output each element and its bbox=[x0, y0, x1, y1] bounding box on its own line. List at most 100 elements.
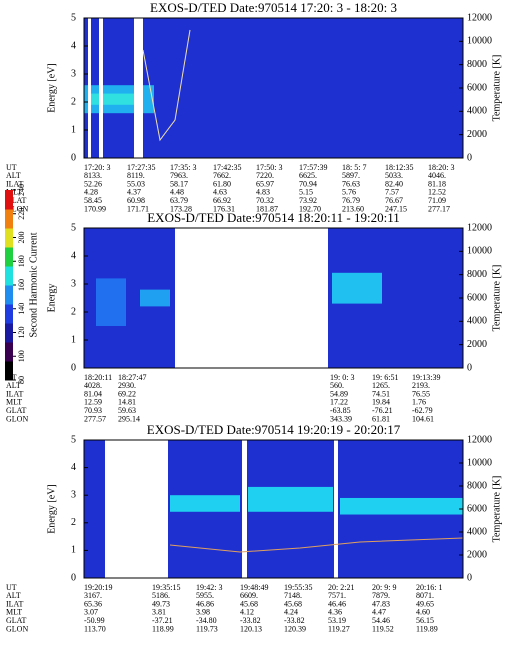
row-label: MLT bbox=[6, 398, 22, 407]
table-cell: 3167. bbox=[84, 591, 102, 600]
table-cell: 118.99 bbox=[152, 624, 174, 633]
table-cell: 119.52 bbox=[372, 624, 394, 633]
table-cell: 8133. bbox=[84, 171, 102, 180]
band bbox=[248, 486, 333, 512]
colorbar-swatch bbox=[5, 323, 13, 343]
table-cell: 119.27 bbox=[328, 624, 350, 633]
table-cell: 56.15 bbox=[416, 616, 434, 625]
table-cell: 18:20: 3 bbox=[428, 163, 454, 172]
table-cell: 4.24 bbox=[284, 608, 298, 617]
panel-title: EXOS-D/TED Date:970514 17:20: 3 - 18:20:… bbox=[150, 0, 397, 15]
table-cell: -33.82 bbox=[284, 616, 305, 625]
table-cell: 54.46 bbox=[372, 616, 390, 625]
trace bbox=[169, 537, 464, 553]
table-cell: 17.22 bbox=[330, 398, 348, 407]
table-cell: 19:55:35 bbox=[284, 583, 312, 592]
table-cell: -34.80 bbox=[196, 616, 217, 625]
band bbox=[140, 289, 170, 307]
table-cell: 81.18 bbox=[428, 179, 446, 188]
table-cell: 46.86 bbox=[196, 599, 214, 608]
table-cell: 61.81 bbox=[372, 414, 390, 423]
table-cell: -62.79 bbox=[412, 406, 433, 415]
table-cell: 19: 6:51 bbox=[372, 373, 398, 382]
colorbar-tick-label: 100 bbox=[17, 350, 26, 362]
table-cell: 4.12 bbox=[240, 608, 254, 617]
table-cell: 19: 0: 3 bbox=[330, 373, 354, 382]
gap bbox=[242, 440, 247, 578]
row-label: GLAT bbox=[6, 406, 27, 415]
colorbar-tick-label: 120 bbox=[17, 327, 26, 339]
colorbar-tick-label: 80 bbox=[17, 376, 26, 384]
y2-tick-label: 12000 bbox=[467, 434, 492, 445]
table-cell: 277.17 bbox=[428, 204, 450, 213]
gap bbox=[105, 440, 168, 578]
colorbar-tick-label: 200 bbox=[17, 232, 26, 244]
gap bbox=[134, 18, 143, 158]
table-cell: 70.93 bbox=[84, 406, 102, 415]
y-tick-label: 1 bbox=[71, 545, 76, 556]
row-label: ALT bbox=[6, 171, 21, 180]
table-cell: 19:13:39 bbox=[412, 373, 440, 382]
table-cell: 7963. bbox=[170, 171, 188, 180]
band bbox=[90, 93, 140, 105]
colorbar-swatch bbox=[5, 266, 13, 286]
table-cell: 181.87 bbox=[256, 204, 278, 213]
table-cell: 66.92 bbox=[213, 196, 231, 205]
table-cell: 82.40 bbox=[385, 179, 403, 188]
table-cell: 18:27:47 bbox=[118, 373, 146, 382]
band bbox=[170, 495, 240, 512]
y2-tick-label: 2000 bbox=[467, 129, 487, 140]
table-cell: 58.45 bbox=[84, 196, 102, 205]
y-tick-label: 2 bbox=[71, 306, 76, 317]
table-cell: 52.26 bbox=[84, 179, 102, 188]
colorbar-swatch bbox=[5, 228, 13, 248]
table-cell: 7879. bbox=[372, 591, 390, 600]
table-cell: 20: 2:21 bbox=[328, 583, 354, 592]
y-tick-label: 0 bbox=[71, 362, 76, 373]
y2-label: Temperature [K] bbox=[491, 476, 502, 543]
y2-tick-label: 2000 bbox=[467, 339, 487, 350]
table-cell: 19:42: 3 bbox=[196, 583, 222, 592]
table-cell: 76.63 bbox=[342, 179, 360, 188]
table-cell: 58.17 bbox=[170, 179, 188, 188]
y2-tick-label: 6000 bbox=[467, 503, 487, 514]
table-cell: 17:50: 3 bbox=[256, 163, 282, 172]
band bbox=[332, 272, 382, 304]
table-cell: 65.97 bbox=[256, 179, 274, 188]
table-cell: 4.47 bbox=[372, 608, 386, 617]
panel-title: EXOS-D/TED Date:970514 19:20:19 - 20:20:… bbox=[147, 422, 401, 437]
table-cell: 104.61 bbox=[412, 414, 434, 423]
table-cell: 18:20:11 bbox=[84, 373, 112, 382]
colorbar-tick-label: 140 bbox=[17, 303, 26, 315]
table-cell: 47.83 bbox=[372, 599, 390, 608]
colorbar-tick-label: 240 bbox=[17, 184, 26, 196]
table-cell: 4028. bbox=[84, 381, 102, 390]
table-cell: 19:48:49 bbox=[240, 583, 268, 592]
table-cell: 119.73 bbox=[196, 624, 218, 633]
table-cell: 113.70 bbox=[84, 624, 106, 633]
table-cell: 65.36 bbox=[84, 599, 102, 608]
band bbox=[340, 497, 463, 515]
table-cell: -50.99 bbox=[84, 616, 105, 625]
y-tick-label: 5 bbox=[71, 12, 76, 23]
table-cell: 59.63 bbox=[118, 406, 136, 415]
table-cell: 4.37 bbox=[127, 188, 141, 197]
colorbar-swatch bbox=[5, 190, 13, 210]
row-label: ILAT bbox=[6, 179, 23, 188]
table-cell: 277.57 bbox=[84, 414, 106, 423]
y2-tick-label: 10000 bbox=[467, 36, 492, 47]
row-label: GLAT bbox=[6, 196, 27, 205]
colorbar-tick-label: 220 bbox=[17, 208, 26, 220]
row-label: MLT bbox=[6, 188, 22, 197]
row-label: ILAT bbox=[6, 389, 23, 398]
table-cell: -63.85 bbox=[330, 406, 351, 415]
table-cell: 176.31 bbox=[213, 204, 235, 213]
row-label: ALT bbox=[6, 381, 21, 390]
table-cell: 120.13 bbox=[240, 624, 262, 633]
table-cell: 3.98 bbox=[196, 608, 210, 617]
table-cell: 49.73 bbox=[152, 599, 170, 608]
table-cell: -37.21 bbox=[152, 616, 173, 625]
table-cell: 61.80 bbox=[213, 179, 231, 188]
y2-tick-label: 8000 bbox=[467, 480, 487, 491]
table-cell: 1265. bbox=[372, 381, 390, 390]
